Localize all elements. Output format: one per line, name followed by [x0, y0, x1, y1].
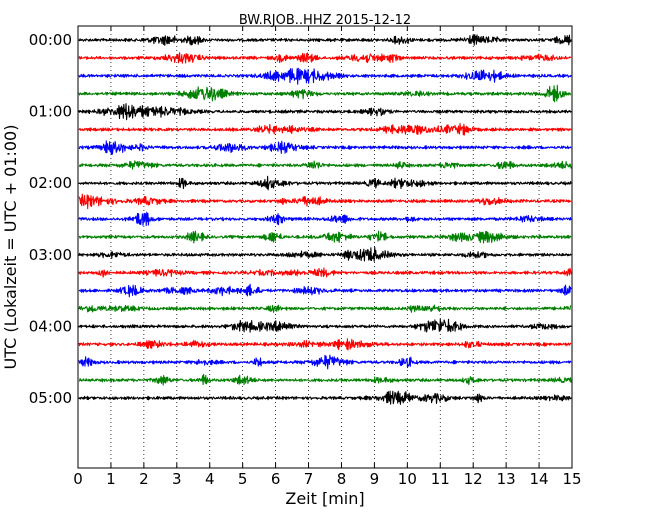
trace-line	[78, 84, 572, 103]
y-axis-label: UTC (Lokalzeit = UTC + 01:00)	[1, 125, 20, 370]
x-tick-label: 10	[398, 470, 417, 488]
x-tick-label: 9	[370, 470, 380, 488]
x-tick-label: 0	[73, 470, 83, 488]
x-tick-label: 3	[172, 470, 182, 488]
trace-line	[78, 211, 572, 227]
x-tick-label: 14	[530, 470, 549, 488]
trace-line	[78, 304, 572, 313]
grid-lines	[110, 26, 540, 468]
trace-line	[78, 283, 572, 298]
trace-line	[78, 175, 572, 191]
y-tick-label: 00:00	[29, 31, 72, 49]
trace-line	[78, 230, 572, 244]
x-axis-ticks: 0 1 2 3 4 5 6 7 8 9 10 11 12 13 14 15	[73, 26, 582, 488]
y-tick-label: 03:00	[29, 246, 72, 264]
trace-line	[78, 122, 572, 136]
trace-line	[78, 34, 572, 46]
x-axis-label: Zeit [min]	[285, 489, 364, 508]
trace-line	[78, 318, 572, 333]
x-tick-label: 4	[205, 470, 215, 488]
x-tick-label: 13	[497, 470, 516, 488]
x-tick-label: 6	[271, 470, 281, 488]
x-tick-label: 5	[238, 470, 248, 488]
y-tick-label: 01:00	[29, 103, 72, 121]
trace-line	[78, 373, 572, 386]
trace-line	[78, 246, 572, 262]
x-tick-label: 2	[139, 470, 149, 488]
y-tick-label: 04:00	[29, 317, 72, 335]
y-axis-ticks: 00:00 01:00 02:00 03:00 04:00 05:00	[29, 31, 572, 407]
seismic-traces	[78, 34, 572, 405]
chart-title: BW.RJOB..HHZ 2015-12-12	[239, 13, 411, 28]
trace-line	[78, 193, 572, 210]
y-tick-label: 02:00	[29, 174, 72, 192]
trace-line	[78, 67, 572, 85]
trace-line	[78, 354, 572, 370]
x-tick-label: 11	[431, 470, 450, 488]
x-tick-label: 1	[106, 470, 116, 488]
y-tick-label: 05:00	[29, 389, 72, 407]
trace-line	[78, 390, 572, 405]
trace-line	[78, 267, 572, 278]
x-tick-label: 12	[464, 470, 483, 488]
x-tick-label: 8	[337, 470, 347, 488]
trace-line	[78, 103, 572, 121]
trace-line	[78, 140, 572, 155]
x-tick-label: 7	[304, 470, 314, 488]
trace-line	[78, 52, 572, 64]
trace-line	[78, 160, 572, 170]
trace-line	[78, 338, 572, 351]
x-tick-label: 15	[562, 470, 581, 488]
plot-frame	[77, 25, 573, 469]
